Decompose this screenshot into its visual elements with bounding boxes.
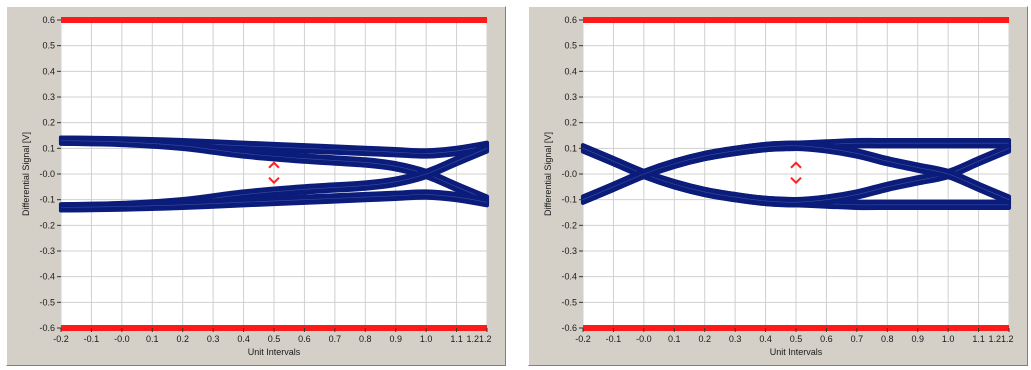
x-tick-label: 0.7 bbox=[851, 334, 864, 344]
y-tick-label: 0.2 bbox=[564, 118, 577, 128]
y-tick-label: 0.1 bbox=[564, 143, 577, 153]
x-tick-label: 0.4 bbox=[759, 334, 772, 344]
y-tick-label: -0.5 bbox=[39, 297, 55, 307]
y-tick-label: 0.5 bbox=[564, 41, 577, 51]
eye-trace-highlight-3 bbox=[60, 194, 488, 208]
eye-trace-highlight-3 bbox=[582, 145, 1010, 200]
x-tick-label: 0.8 bbox=[881, 334, 894, 344]
eye-trace-series-3 bbox=[58, 189, 490, 207]
y-tick-label: -0.1 bbox=[561, 195, 577, 205]
y-tick-label: -0.2 bbox=[561, 220, 577, 230]
y-tick-label: 0.4 bbox=[564, 66, 577, 76]
x-tick-label: 1.0 bbox=[420, 334, 433, 344]
y-tick-label: -0.3 bbox=[561, 246, 577, 256]
x-tick-label: -0.1 bbox=[84, 334, 100, 344]
x-tick-label: -0.0 bbox=[636, 334, 652, 344]
y-tick-label: -0.2 bbox=[39, 220, 55, 230]
y-tick-label: -0.4 bbox=[561, 272, 577, 282]
x-tick-label: 0.9 bbox=[911, 334, 924, 344]
y-tick-label: -0.6 bbox=[561, 323, 577, 333]
y-tick-label: 0.3 bbox=[564, 92, 577, 102]
x-tick-label: -0.0 bbox=[114, 334, 130, 344]
eye-traces bbox=[58, 135, 490, 213]
y-tick-label: -0.1 bbox=[39, 195, 55, 205]
y-tick-label: -0.3 bbox=[39, 246, 55, 256]
x-tick-label: 0.7 bbox=[329, 334, 342, 344]
y-tick-label: -0.6 bbox=[39, 323, 55, 333]
y-tick-label: 0.4 bbox=[42, 66, 55, 76]
x-tick-label: 0.6 bbox=[298, 334, 311, 344]
eye-trace-series-1 bbox=[58, 135, 490, 199]
x-tick-label: 0.1 bbox=[146, 334, 159, 344]
x-tick-label: 0.2 bbox=[698, 334, 711, 344]
y-tick-label: -0.0 bbox=[561, 169, 577, 179]
y-tick-label: 0.6 bbox=[42, 15, 55, 25]
eye-bottom-marker bbox=[268, 176, 280, 185]
x-tick-label: 0.5 bbox=[268, 334, 281, 344]
x-tick-label: 0.9 bbox=[389, 334, 402, 344]
eye-diagram-left: 0.6 0.5 0.4 0.3 0.2 0.1 -0.0 -0.1 -0.2 -0.3 -0.4 -0… bbox=[6, 6, 506, 366]
y-tick-label: -0.4 bbox=[39, 272, 55, 282]
x-tick-label: -0.1 bbox=[606, 334, 622, 344]
y-tick-label: 0.2 bbox=[42, 118, 55, 128]
eye-trace-highlight-1 bbox=[60, 140, 488, 200]
y-tick-label: -0.0 bbox=[39, 169, 55, 179]
x-tick-label: 0.3 bbox=[207, 334, 220, 344]
x-tick-label: 0.1 bbox=[668, 334, 681, 344]
x-tick-label: 0.6 bbox=[820, 334, 833, 344]
x-tick-label: -0.2 bbox=[53, 334, 69, 344]
eye-top-marker bbox=[790, 161, 802, 169]
x-tick-label: 0.4 bbox=[237, 334, 250, 344]
y-tick-label: 0.5 bbox=[42, 41, 55, 51]
x-tick-label: 0.3 bbox=[729, 334, 742, 344]
eye-bottom-marker bbox=[790, 176, 802, 185]
eye-diagram-left-plot: 0.6 0.5 0.4 0.3 0.2 0.1 -0.0 -0.1 -0.2 -0.3 -0.4 -0… bbox=[21, 15, 492, 357]
y-tick-label: 0.6 bbox=[564, 15, 577, 25]
x-axis-title: Unit Intervals bbox=[248, 347, 301, 357]
x-tick-label: 0.2 bbox=[176, 334, 189, 344]
x-axis-title: Unit Intervals bbox=[770, 347, 823, 357]
y-tick-label: -0.5 bbox=[561, 297, 577, 307]
x-tick-label: 1.1 bbox=[450, 334, 463, 344]
eye-diagram-right: 0.6 0.5 0.4 0.3 0.2 0.1 -0.0 -0.1 -0.2 -0.3 -0.4 -0… bbox=[528, 6, 1028, 366]
x-tick-label: 0.8 bbox=[359, 334, 372, 344]
eye-trace-series-3 bbox=[580, 140, 1012, 199]
eye-diagram-right-plot: 0.6 0.5 0.4 0.3 0.2 0.1 -0.0 -0.1 -0.2 -0.3 -0.4 -0… bbox=[543, 15, 1014, 357]
eye-top-marker bbox=[268, 161, 280, 169]
x-tick-label: 1.21.2 bbox=[988, 334, 1013, 344]
x-tick-label: 1.21.2 bbox=[466, 334, 491, 344]
y-axis-title: Differential Signal [V] bbox=[21, 132, 31, 216]
x-tick-label: -0.2 bbox=[575, 334, 591, 344]
x-tick-label: 1.0 bbox=[942, 334, 955, 344]
x-tick-label: 1.1 bbox=[972, 334, 985, 344]
y-tick-label: 0.3 bbox=[42, 92, 55, 102]
x-tick-label: 0.5 bbox=[790, 334, 803, 344]
y-tick-label: 0.1 bbox=[42, 143, 55, 153]
y-axis-title: Differential Signal [V] bbox=[543, 132, 553, 216]
eye-traces bbox=[580, 137, 1012, 211]
